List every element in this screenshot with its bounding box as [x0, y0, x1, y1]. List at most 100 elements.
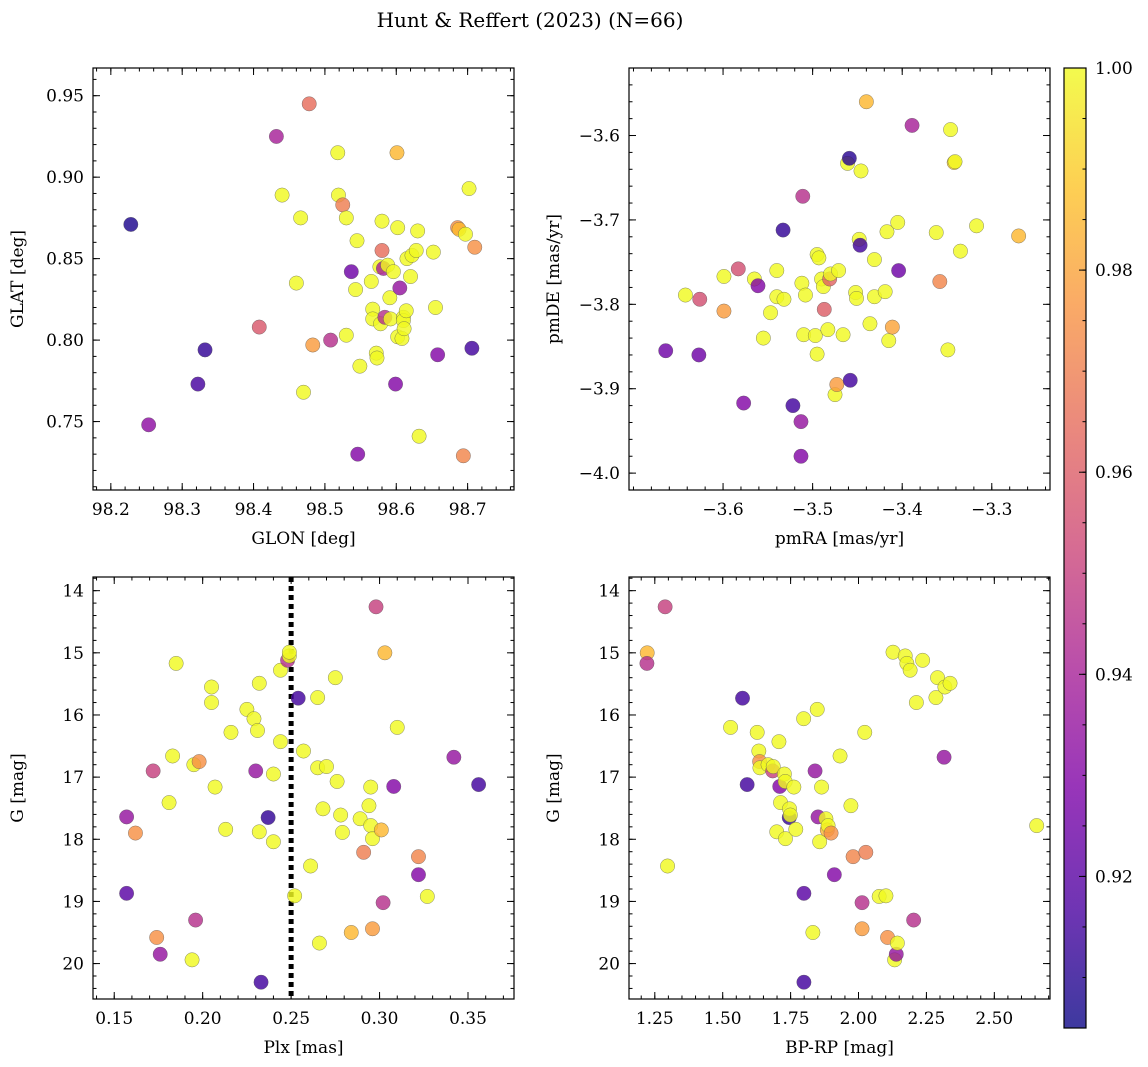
ticks — [629, 577, 1050, 999]
data-point — [348, 282, 364, 298]
data-point — [374, 243, 390, 258]
data-point — [290, 690, 306, 706]
data-point — [411, 867, 426, 883]
y-tick-label: 0.85 — [46, 250, 84, 270]
data-point — [398, 303, 414, 319]
x-tick-label: −3.3 — [971, 500, 1012, 520]
data-point — [273, 734, 288, 750]
data-point — [936, 749, 952, 765]
data-point — [639, 655, 655, 671]
data-point — [191, 754, 207, 770]
data-point — [161, 795, 177, 811]
data-point — [374, 213, 390, 229]
data-point — [858, 94, 874, 110]
plot-area — [123, 96, 483, 464]
data-point — [311, 935, 327, 951]
y-tick-label: 0.90 — [46, 168, 84, 188]
data-point — [338, 327, 354, 343]
y-tick-label: −3.9 — [579, 380, 620, 400]
data-point — [723, 719, 739, 735]
data-point — [390, 220, 406, 236]
data-point — [940, 342, 956, 358]
data-point — [862, 316, 878, 332]
data-point — [942, 675, 958, 691]
data-point — [829, 377, 845, 392]
x-tick-label: 98.7 — [449, 500, 487, 520]
plot-area — [658, 94, 1027, 464]
data-point — [750, 278, 766, 294]
data-point — [343, 925, 359, 940]
x-tick-label: 0.15 — [95, 1009, 133, 1029]
data-point — [389, 145, 405, 161]
ticks — [93, 68, 514, 490]
axes-frame — [92, 67, 515, 491]
data-point — [814, 779, 830, 795]
data-point — [251, 675, 267, 691]
data-point — [1011, 228, 1027, 244]
data-point — [119, 809, 135, 825]
data-point — [323, 332, 339, 348]
data-point — [658, 343, 674, 359]
data-point — [736, 395, 752, 411]
plot-area — [639, 599, 1045, 990]
data-point — [461, 181, 477, 197]
data-point — [458, 226, 473, 242]
data-point — [765, 759, 781, 775]
data-point — [251, 319, 267, 335]
data-point — [857, 724, 873, 740]
data-point — [190, 376, 206, 392]
data-point — [809, 346, 825, 362]
data-point — [223, 724, 239, 740]
data-point — [188, 912, 204, 928]
data-point — [383, 311, 399, 327]
y-tick-label: 20 — [598, 955, 620, 975]
data-point — [735, 690, 750, 706]
figure-title: Hunt & Reffert (2023) (N=66) — [377, 8, 684, 32]
x-axis-label: pmRA [mas/yr] — [775, 529, 904, 549]
data-point — [281, 644, 297, 660]
y-tick-label: 16 — [62, 706, 84, 726]
y-tick-label: 16 — [598, 706, 620, 726]
data-point — [165, 748, 181, 764]
colorbar-tick-label: 0.92 — [1095, 867, 1133, 887]
data-point — [392, 280, 408, 296]
x-axis-label: Plx [mas] — [263, 1038, 343, 1058]
panel-2: −3.6 −3.5 −3.4 −3.3 −4.0 −3.9 −3.8 −3.7 −3.6 pmRA… — [544, 67, 1051, 549]
x-tick-label: 2.00 — [840, 1009, 878, 1029]
data-point — [796, 974, 812, 990]
data-point — [386, 778, 402, 794]
data-point — [947, 154, 963, 170]
data-point — [319, 759, 334, 775]
x-tick-label: 98.6 — [377, 500, 415, 520]
data-point — [368, 599, 384, 615]
data-point — [782, 807, 798, 823]
x-tick-label: 0.35 — [449, 1009, 487, 1029]
x-tick-label: 0.30 — [361, 1009, 399, 1029]
y-tick-label: 0.80 — [46, 331, 84, 351]
data-point — [204, 679, 219, 695]
data-point — [755, 330, 771, 346]
data-point — [739, 777, 755, 793]
y-tick-label: −4.0 — [579, 464, 620, 484]
data-point — [248, 763, 264, 779]
data-point — [877, 284, 893, 300]
data-point — [207, 779, 223, 795]
y-tick-label: 17 — [62, 768, 84, 788]
y-tick-label: 18 — [598, 830, 620, 850]
y-tick-label: 14 — [62, 582, 84, 602]
data-point — [119, 885, 135, 901]
data-point — [677, 287, 693, 303]
data-point — [786, 779, 802, 795]
y-tick-label: 0.75 — [46, 413, 84, 433]
data-point — [915, 652, 931, 668]
data-point — [843, 798, 859, 814]
data-point — [343, 264, 359, 280]
data-point — [265, 834, 281, 850]
data-point — [350, 446, 366, 462]
data-point — [363, 779, 379, 795]
data-point — [396, 321, 412, 337]
data-point — [798, 287, 813, 303]
data-point — [928, 690, 944, 706]
data-point — [816, 301, 832, 317]
data-point — [382, 290, 398, 306]
